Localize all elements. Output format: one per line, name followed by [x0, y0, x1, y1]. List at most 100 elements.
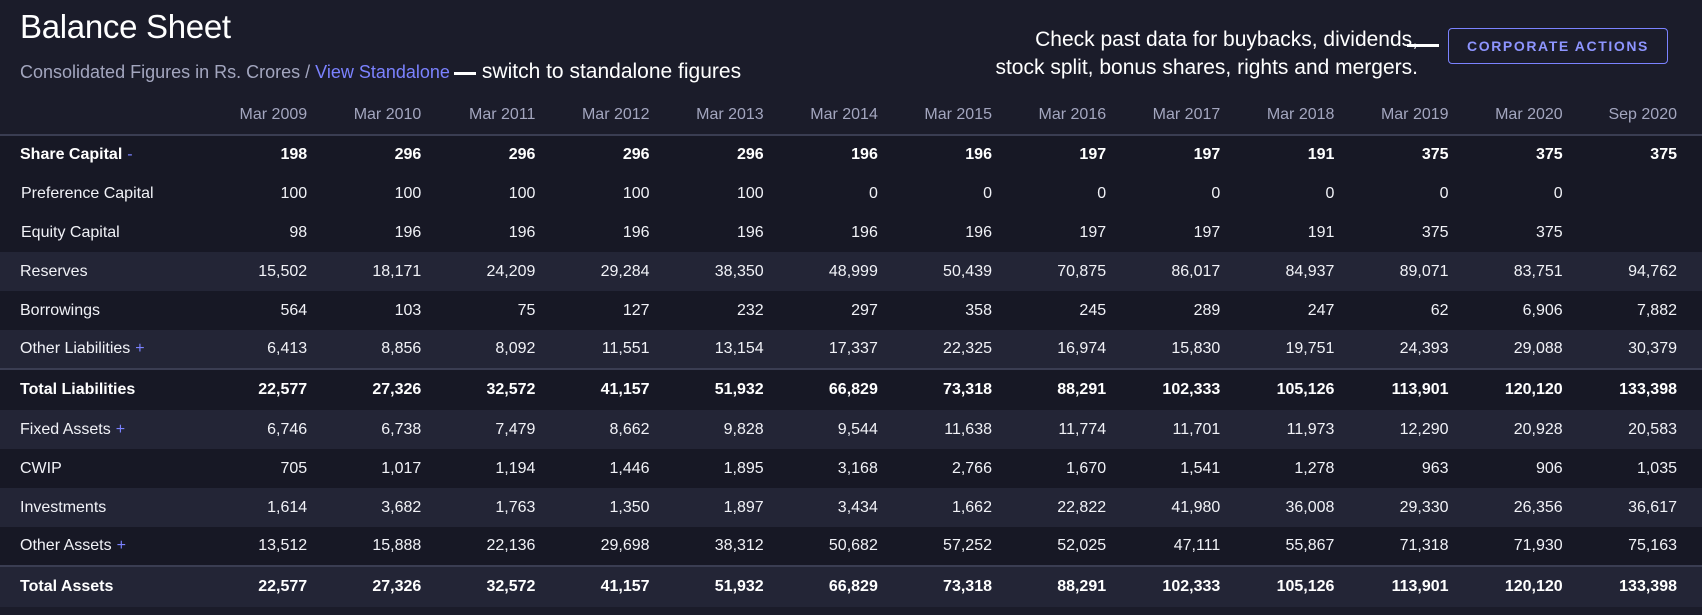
row-label-cell: Total Assets	[0, 566, 218, 607]
table-cell: 73,318	[943, 578, 992, 595]
table-cell: 289	[1193, 301, 1221, 319]
table-row: Total Liabilities 22,577 27,326 32,572 41,15…	[0, 369, 1702, 410]
table-cell: 51,932	[714, 381, 764, 398]
row-label-cell: CWIP	[0, 449, 218, 488]
table-row: CWIP 705 1,017 1,194 1,446 1,895 3,168 2,766 1,6…	[0, 449, 1702, 488]
column-header-period: Mar 2009	[218, 96, 333, 136]
table-cell: 15,830	[1171, 340, 1221, 357]
table-cell: 1,895	[723, 459, 764, 477]
table-cell: 36,008	[1285, 498, 1335, 516]
table-cell: 94,762	[1628, 262, 1677, 280]
row-label: Fixed Assets	[20, 420, 111, 438]
table-cell: 196	[737, 223, 764, 241]
table-row[interactable]: Other Liabilities +6,413 8,856 8,092 11,551 1…	[0, 330, 1702, 369]
table-cell: 26,356	[1513, 498, 1563, 516]
table-cell: 191	[1307, 146, 1335, 163]
corporate-actions-button[interactable]: CORPORATE ACTIONS	[1448, 28, 1668, 64]
table-cell: 57,252	[943, 537, 992, 554]
table-cell: 375	[1535, 146, 1563, 163]
table-cell: 75,163	[1628, 537, 1677, 554]
table-cell: 196	[965, 223, 992, 241]
table-cell	[1588, 174, 1702, 213]
expand-toggle[interactable]: +	[116, 537, 126, 554]
balance-sheet-table: Mar 2009 Mar 2010 Mar 2011 Mar 2012 Mar 2013…	[0, 96, 1702, 607]
table-cell: 113,901	[1391, 578, 1449, 595]
table-cell: 27,326	[372, 578, 422, 595]
table-cell: 27,326	[372, 381, 422, 398]
table-cell: 8,092	[495, 340, 536, 357]
table-cell: 38,350	[714, 262, 764, 280]
table-cell: 62	[1430, 301, 1449, 319]
table-cell: 100	[622, 184, 650, 202]
expand-toggle[interactable]: +	[135, 340, 145, 357]
table-cell: 70,875	[1057, 262, 1107, 280]
expand-toggle[interactable]: +	[115, 420, 126, 438]
table-cell: 100	[508, 184, 536, 202]
row-label: Other Liabilities	[20, 340, 131, 357]
table-cell: 47,111	[1173, 537, 1221, 554]
note-line-2: stock split, bonus shares, rights and me…	[995, 56, 1418, 79]
table-cell: 9,828	[723, 420, 764, 438]
table-cell: 196	[851, 223, 878, 241]
table-cell: 3,682	[381, 498, 422, 516]
table-cell: 1,897	[723, 498, 764, 516]
row-label: Investments	[20, 498, 107, 516]
row-label-cell: Investments	[0, 488, 218, 527]
table-cell: 88,291	[1057, 381, 1107, 398]
table-cell: 22,577	[258, 381, 308, 398]
table-cell: 196	[965, 146, 992, 163]
table-cell: 22,136	[486, 537, 536, 554]
view-standalone-link[interactable]: View Standalone	[315, 62, 450, 82]
table-cell: 705	[280, 459, 308, 477]
table-cell: 2,766	[951, 459, 992, 477]
table-row: Borrowings 564 103 75 127 232 297 358 245 289 247 6…	[0, 291, 1702, 330]
table-cell: 197	[1079, 223, 1107, 241]
table-cell: 906	[1535, 459, 1563, 477]
table-cell: 100	[394, 184, 422, 202]
table-cell: 0	[983, 184, 992, 202]
table-row[interactable]: Other Assets +13,512 15,888 22,136 29,698 38,…	[0, 527, 1702, 566]
collapse-toggle[interactable]: -	[127, 146, 133, 163]
table-cell: 196	[394, 223, 422, 241]
column-header-period: Sep 2020	[1587, 96, 1702, 136]
table-cell: 83,751	[1513, 262, 1563, 280]
table-cell: 564	[280, 301, 308, 319]
table-cell: 0	[1097, 184, 1107, 202]
table-cell: 20,583	[1628, 420, 1677, 438]
table-cell: 52,025	[1057, 537, 1107, 554]
table-cell: 197	[1079, 146, 1107, 163]
table-cell: 105,126	[1276, 381, 1335, 398]
table-cell: 73,318	[943, 381, 992, 398]
table-row: Total Assets 22,577 27,326 32,572 41,157 51,9…	[0, 566, 1702, 607]
row-label: CWIP	[20, 459, 62, 477]
table-cell: 11,774	[1058, 420, 1107, 438]
table-cell: 133,398	[1619, 381, 1677, 398]
table-cell: 1,670	[1066, 459, 1107, 477]
table-cell: 17,337	[828, 340, 878, 357]
table-row: Preference Capital 100 100 100 100 100 0 0 0 0 0 0 0	[0, 174, 1702, 213]
row-label: Total Assets	[20, 578, 114, 595]
table-cell: 1,278	[1294, 459, 1335, 477]
table-cell: 29,284	[600, 262, 650, 280]
table-cell: 375	[1421, 223, 1449, 241]
table-cell: 32,572	[486, 381, 536, 398]
table-cell: 296	[622, 146, 650, 163]
table-cell: 196	[508, 223, 536, 241]
table-cell: 66,829	[828, 381, 878, 398]
table-cell: 15,502	[258, 262, 308, 280]
table-cell: 22,577	[258, 578, 308, 595]
table-cell: 9,544	[837, 420, 878, 438]
table-cell: 113,901	[1391, 381, 1449, 398]
table-cell: 75	[517, 301, 536, 319]
table-row[interactable]: Fixed Assets +6,746 6,738 7,479 8,662 9,828 9,…	[0, 410, 1702, 449]
row-label-cell: Other Assets +	[0, 527, 218, 566]
table-row[interactable]: Share Capital - 198 296 296 296 296 196 196 197 19…	[0, 135, 1702, 174]
table-cell: 1,541	[1180, 459, 1221, 477]
table-cell: 297	[851, 301, 878, 319]
table-cell: 358	[965, 301, 992, 319]
table-cell: 12,290	[1399, 420, 1449, 438]
table-cell: 296	[508, 146, 536, 163]
table-cell: 71,318	[1399, 537, 1449, 554]
table-cell: 296	[737, 146, 764, 163]
table-cell: 88,291	[1057, 578, 1107, 595]
